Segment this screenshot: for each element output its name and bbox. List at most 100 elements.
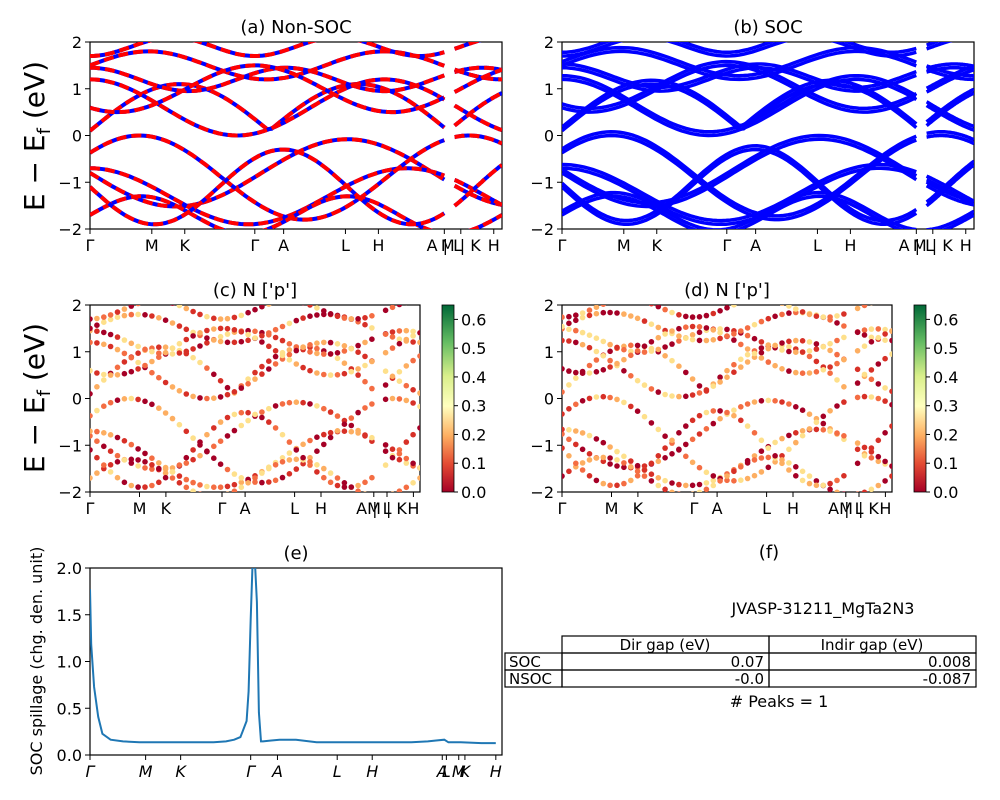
- projected-point: [717, 408, 723, 414]
- ytick-label: 0: [72, 127, 82, 146]
- projected-point: [348, 415, 355, 421]
- projected-point: [607, 444, 613, 450]
- projected-point: [369, 401, 375, 407]
- projected-point: [90, 316, 93, 322]
- projected-point: [854, 348, 861, 354]
- projected-point: [655, 346, 662, 353]
- projected-point: [806, 480, 813, 487]
- projected-point: [314, 370, 320, 376]
- plot-frame: [89, 567, 503, 756]
- projected-point: [772, 459, 778, 465]
- projected-point: [751, 335, 758, 342]
- projected-point: [786, 348, 792, 355]
- projected-point: [142, 459, 148, 465]
- projected-point: [135, 484, 141, 490]
- projected-point: [648, 478, 655, 484]
- projected-point: [286, 471, 293, 477]
- projected-point: [875, 395, 882, 402]
- projected-point: [300, 454, 306, 461]
- projected-point: [176, 462, 183, 468]
- projected-point: [889, 423, 892, 429]
- projected-point: [266, 366, 272, 372]
- projected-point: [163, 299, 169, 305]
- projected-point: [779, 399, 785, 405]
- projected-point: [689, 323, 696, 330]
- projected-point: [107, 469, 114, 475]
- ytick-label: 1: [72, 343, 82, 362]
- xtick-label: K: [161, 499, 172, 518]
- projected-point: [586, 312, 593, 319]
- projected-point: [121, 306, 128, 312]
- projected-point: [628, 403, 634, 410]
- projected-point: [875, 326, 882, 332]
- projected-point: [417, 475, 420, 481]
- projected-point: [314, 462, 320, 468]
- projected-point: [751, 472, 758, 479]
- projected-point: [279, 474, 286, 481]
- projected-point: [156, 315, 162, 321]
- projected-point: [751, 457, 758, 463]
- projected-point: [94, 470, 100, 476]
- projected-point: [648, 339, 655, 345]
- projected-point: [204, 448, 210, 455]
- projected-point: [696, 481, 703, 488]
- panel-title: (c) N ['p']: [213, 280, 297, 301]
- projected-point: [655, 475, 662, 481]
- projected-point: [217, 394, 224, 400]
- projected-point: [573, 339, 579, 346]
- colorbar-tick-label: 0.3: [461, 397, 486, 416]
- projected-point: [655, 482, 662, 489]
- projected-point: [101, 319, 107, 326]
- xtick-label: A: [240, 499, 251, 518]
- projected-point: [135, 350, 141, 357]
- projected-point: [717, 379, 723, 385]
- projected-point: [94, 428, 100, 435]
- projected-point: [135, 343, 141, 350]
- colorbar-tick-label: 0.6: [933, 310, 958, 329]
- projected-point: [162, 470, 169, 476]
- projected-point: [266, 330, 272, 336]
- xtick-label: H: [366, 762, 378, 781]
- band-line: [925, 184, 974, 207]
- projected-point: [217, 378, 224, 384]
- projected-point: [738, 341, 744, 348]
- projected-point: [573, 312, 579, 319]
- projected-point: [579, 398, 586, 404]
- table-header-dir-gap: Dir gap (eV): [620, 636, 711, 654]
- projected-point: [300, 364, 306, 371]
- projected-point: [403, 327, 410, 334]
- projected-point: [197, 343, 203, 349]
- projected-point: [231, 314, 238, 321]
- projected-point: [94, 322, 100, 329]
- projected-point: [765, 359, 772, 365]
- projected-point: [861, 444, 868, 451]
- projected-point: [300, 441, 306, 448]
- projected-point: [628, 348, 634, 355]
- projected-point: [703, 426, 710, 432]
- projected-point: [744, 346, 751, 352]
- projected-point: [677, 491, 681, 492]
- projected-point: [758, 448, 765, 455]
- band-line: [562, 147, 918, 227]
- projected-point: [799, 428, 806, 434]
- projected-point: [211, 371, 217, 378]
- xtick-label: K: [633, 499, 644, 518]
- projected-point: [772, 398, 778, 404]
- projected-point: [662, 445, 668, 451]
- projected-point: [204, 327, 210, 334]
- projected-point: [252, 479, 258, 485]
- projected-point: [225, 491, 230, 492]
- projected-point: [765, 397, 772, 404]
- projected-point: [827, 314, 833, 320]
- projected-point: [382, 382, 389, 388]
- projected-point: [266, 479, 272, 485]
- projected-point: [238, 484, 245, 491]
- projected-point: [382, 442, 389, 448]
- projected-point: [183, 326, 190, 333]
- projected-point: [107, 448, 114, 455]
- projected-point: [382, 307, 389, 314]
- projected-point: [655, 426, 662, 433]
- projected-point: [341, 343, 348, 349]
- projected-point: [689, 376, 696, 382]
- projected-point: [224, 414, 231, 421]
